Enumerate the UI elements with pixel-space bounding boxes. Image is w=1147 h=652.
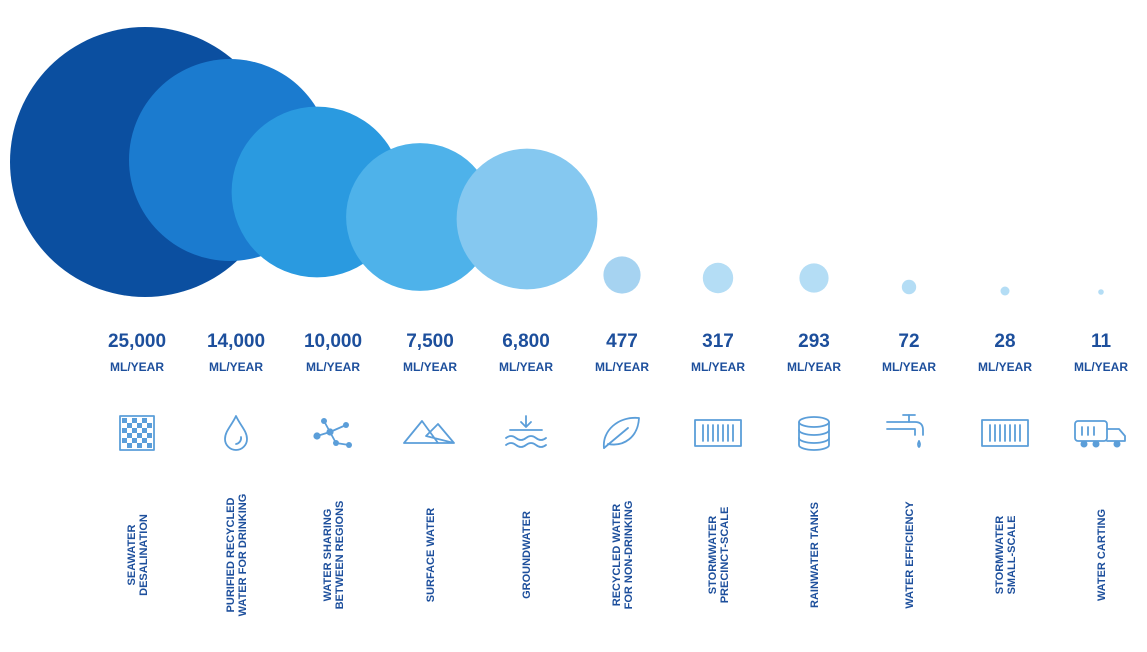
value-label: 28 <box>994 331 1015 352</box>
value-label: 72 <box>898 331 919 352</box>
bubble-8 <box>799 263 829 293</box>
bubble-9 <box>901 279 917 295</box>
category-label: PURIFIED RECYCLEDWATER FOR DRINKING <box>225 494 249 617</box>
bubble-4 <box>346 143 494 291</box>
category-label: RAINWATER TANKS <box>809 502 821 608</box>
bubbles <box>10 27 1104 297</box>
bubble-6 <box>603 256 641 294</box>
unit-label: ML/YEAR <box>1074 360 1128 374</box>
category-label: WATER CARTING <box>1096 509 1108 601</box>
bubble-5 <box>456 148 598 290</box>
tank-icon <box>798 416 830 451</box>
unit-label: ML/YEAR <box>499 360 553 374</box>
value-label: 477 <box>606 331 638 352</box>
category-label: STORMWATERSMALL-SCALE <box>994 516 1018 595</box>
water-drop-icon <box>224 415 248 451</box>
category-labels: SEAWATERDESALINATION PURIFIED RECYCLEDWAT… <box>126 494 1108 617</box>
unit-label: ML/YEAR <box>595 360 649 374</box>
desalination-grid-icon <box>119 415 155 451</box>
unit-label: ML/YEAR <box>691 360 745 374</box>
unit-label: ML/YEAR <box>306 360 360 374</box>
bubble-11 <box>1098 289 1104 295</box>
value-label: 25,000 <box>108 331 166 352</box>
category-label: WATER EFFICIENCY <box>904 501 916 609</box>
category-label: SURFACE WATER <box>425 508 437 603</box>
bubble-7 <box>702 262 734 294</box>
network-nodes-icon <box>313 418 352 448</box>
unit-label: ML/YEAR <box>209 360 263 374</box>
groundwater-waves-icon <box>505 415 547 448</box>
unit-label: ML/YEAR <box>882 360 936 374</box>
category-label: WATER SHARINGBETWEEN REGIONS <box>322 501 346 610</box>
value-label: 6,800 <box>502 331 550 352</box>
storm-drain-grate-icon <box>694 419 742 447</box>
leaf-icon <box>603 417 640 449</box>
category-label: RECYCLED WATERFOR NON-DRINKING <box>611 501 635 610</box>
category-label: GROUNDWATER <box>521 511 533 599</box>
icons <box>119 414 1126 451</box>
value-label: 11 <box>1091 331 1112 352</box>
unit-label: ML/YEAR <box>403 360 457 374</box>
tap-icon <box>886 414 924 448</box>
storm-drain-grate-icon <box>981 419 1029 447</box>
value-label: 317 <box>702 331 734 352</box>
unit-label: ML/YEAR <box>787 360 841 374</box>
bubble-10 <box>1000 286 1010 296</box>
category-label: SEAWATERDESALINATION <box>126 514 150 596</box>
water-truck-icon <box>1074 420 1126 448</box>
unit-label: ML/YEAR <box>110 360 164 374</box>
unit-label: ML/YEAR <box>978 360 1032 374</box>
mountains-icon <box>403 420 455 444</box>
value-label: 293 <box>798 331 830 352</box>
value-label: 10,000 <box>304 331 362 352</box>
category-label: STORMWATERPRECINCT-SCALE <box>707 507 731 604</box>
value-label: 7,500 <box>406 331 454 352</box>
value-label: 14,000 <box>207 331 265 352</box>
value-labels: 25,000 ML/YEAR 14,000 ML/YEAR 10,000 ML/YEAR 7… <box>108 331 1128 374</box>
